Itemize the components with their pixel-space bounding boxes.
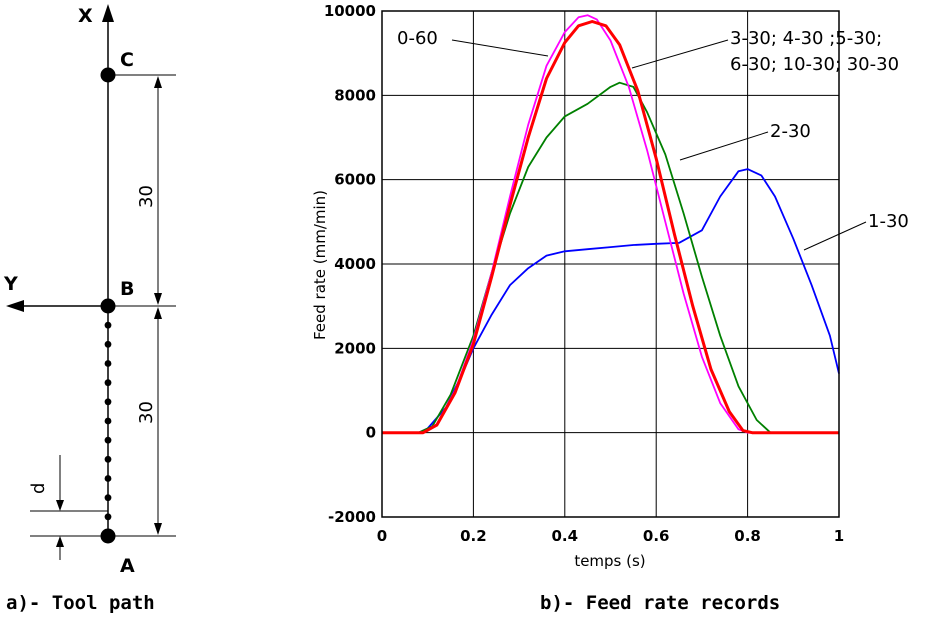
feed-rate-chart: 0 0.2 0.4 0.6 0.8 1 -200002000400060008000100… [311,2,909,614]
dimension-arrow-upper-bottom [154,293,162,305]
y-tick-label: 6000 [334,171,376,189]
tool-path-panel: X Y 30 30 d C B A a)- Tool pat [3,4,176,614]
dimension-arrow-lower-bottom [154,523,162,535]
path-point-dot [104,417,112,425]
annotation-3-30-line1: 3-30; 4-30 ;5-30; [730,28,882,49]
x-axis-arrowhead [102,4,114,22]
dimension-arrow-d-top [56,500,64,511]
point-c-label: C [120,49,134,71]
path-point-dot [104,398,112,406]
y-tick-label: 10000 [324,2,376,20]
x-tick-label: 0 [377,527,387,545]
series-line-4 [382,20,839,435]
dimension-d-label: d [28,483,49,494]
x-tick-label: 0.4 [552,527,579,545]
annotation-0-60: 0-60 [397,28,438,49]
chart-series [382,14,840,435]
dimension-lower-label: 30 [136,401,157,424]
path-point-dot [104,475,112,482]
point-c-dot [100,67,116,83]
path-point-dot [104,340,112,348]
y-axis-label: Y [3,273,18,295]
chart-frame [381,10,840,518]
x-axis-title: temps (s) [574,552,645,570]
series-line-3 [382,14,839,434]
path-point-dot [104,455,112,463]
annotation-3-30-line2: 6-30; 10-30; 30-30 [730,54,899,75]
point-b-dot [100,298,116,314]
y-tick-label: 0 [366,424,376,442]
y-tick-label: -2000 [328,508,376,526]
path-point-dot [104,494,112,502]
point-a-label: A [120,555,135,577]
series-line-2 [382,81,839,434]
path-point-dot [104,321,112,329]
point-a-dot [100,528,116,544]
y-axis-arrowhead [6,300,24,312]
annotation-3-30-leader [631,39,729,69]
y-tick-labels: -2000 0 2000 4000 6000 8000 10000 [324,2,376,526]
annotation-2-30: 2-30 [770,121,811,142]
x-tick-label: 0.8 [734,527,761,545]
annotation-1-30-leader [803,221,867,251]
path-point-dot [104,513,112,521]
y-tick-label: 8000 [334,86,376,104]
tool-path-caption: a)- Tool path [6,592,155,614]
path-point-dot [104,360,112,367]
x-tick-labels: 0 0.2 0.4 0.6 0.8 1 [377,527,844,545]
x-tick-label: 0.6 [643,527,670,545]
point-b-label: B [120,278,134,300]
dimension-upper-label: 30 [136,185,157,208]
annotation-0-60-leader [451,39,549,57]
path-point-dot [104,379,112,387]
annotation-1-30: 1-30 [868,211,909,232]
chart-caption: b)- Feed rate records [540,592,780,614]
y-tick-label: 2000 [334,339,376,357]
y-axis-title: Feed rate (mm/min) [311,190,329,340]
y-tick-label: 4000 [334,255,376,273]
intermediate-points [104,321,112,521]
x-tick-label: 1 [834,527,844,545]
x-axis-label: X [78,5,93,27]
dimension-arrow-lower-top [154,307,162,319]
dimension-arrow-d-bottom [56,536,64,547]
annotation-2-30-leader [679,131,769,161]
x-tick-label: 0.2 [460,527,487,545]
path-point-dot [104,436,112,444]
dimension-arrow-upper-top [154,76,162,88]
